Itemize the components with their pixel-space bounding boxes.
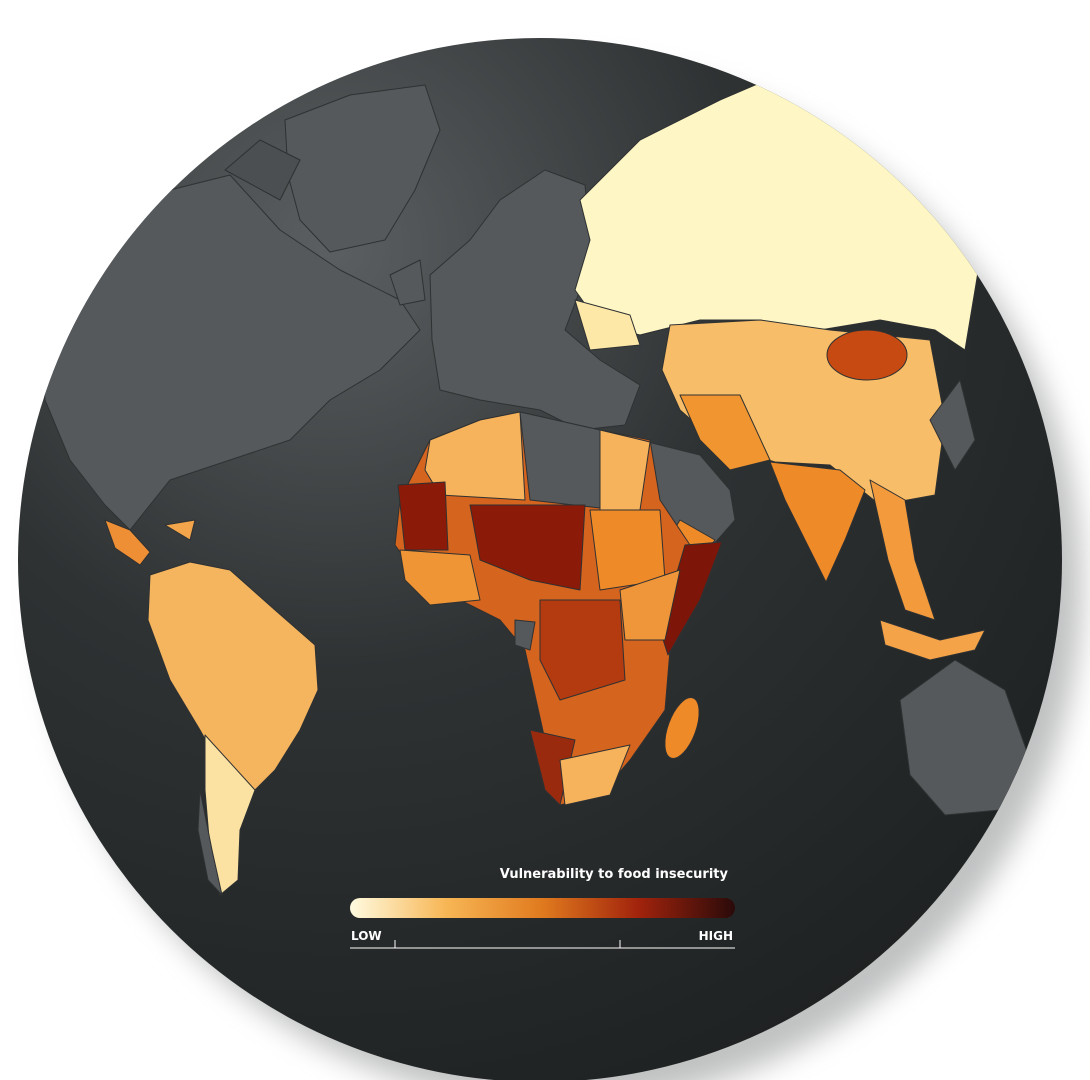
southeast-asia [869, 479, 936, 621]
europe [429, 169, 641, 431]
legend-high: HIGH [699, 929, 733, 943]
algeria [424, 411, 526, 501]
greenland [284, 84, 441, 253]
sahel [469, 504, 586, 591]
mongolia [826, 329, 908, 381]
japan-korea [929, 379, 976, 471]
india [769, 461, 866, 583]
north-america [39, 174, 421, 531]
sudan [589, 509, 666, 591]
legend: Vulnerability to food insecurity LOW HIG… [350, 867, 735, 949]
west-africa [399, 549, 481, 606]
landmasses [39, 69, 1031, 896]
southern-cone [204, 734, 256, 896]
british-isles [389, 259, 426, 306]
chile [197, 789, 223, 896]
ukraine [574, 299, 641, 351]
arctic-islands [224, 139, 301, 201]
south-america [147, 561, 319, 791]
gabon [514, 619, 536, 651]
caribbean [164, 519, 196, 541]
central-america [104, 519, 151, 566]
congo [539, 599, 626, 701]
color-scale [350, 898, 735, 918]
indonesia [879, 619, 986, 661]
south-africa [559, 744, 631, 806]
central-asia-south [679, 394, 771, 471]
ethiopia-kenya [619, 569, 681, 641]
mauritania [397, 481, 449, 551]
legend-low: LOW [351, 929, 382, 943]
legend-title: Vulnerability to food insecurity [500, 867, 729, 882]
madagascar [664, 697, 700, 759]
